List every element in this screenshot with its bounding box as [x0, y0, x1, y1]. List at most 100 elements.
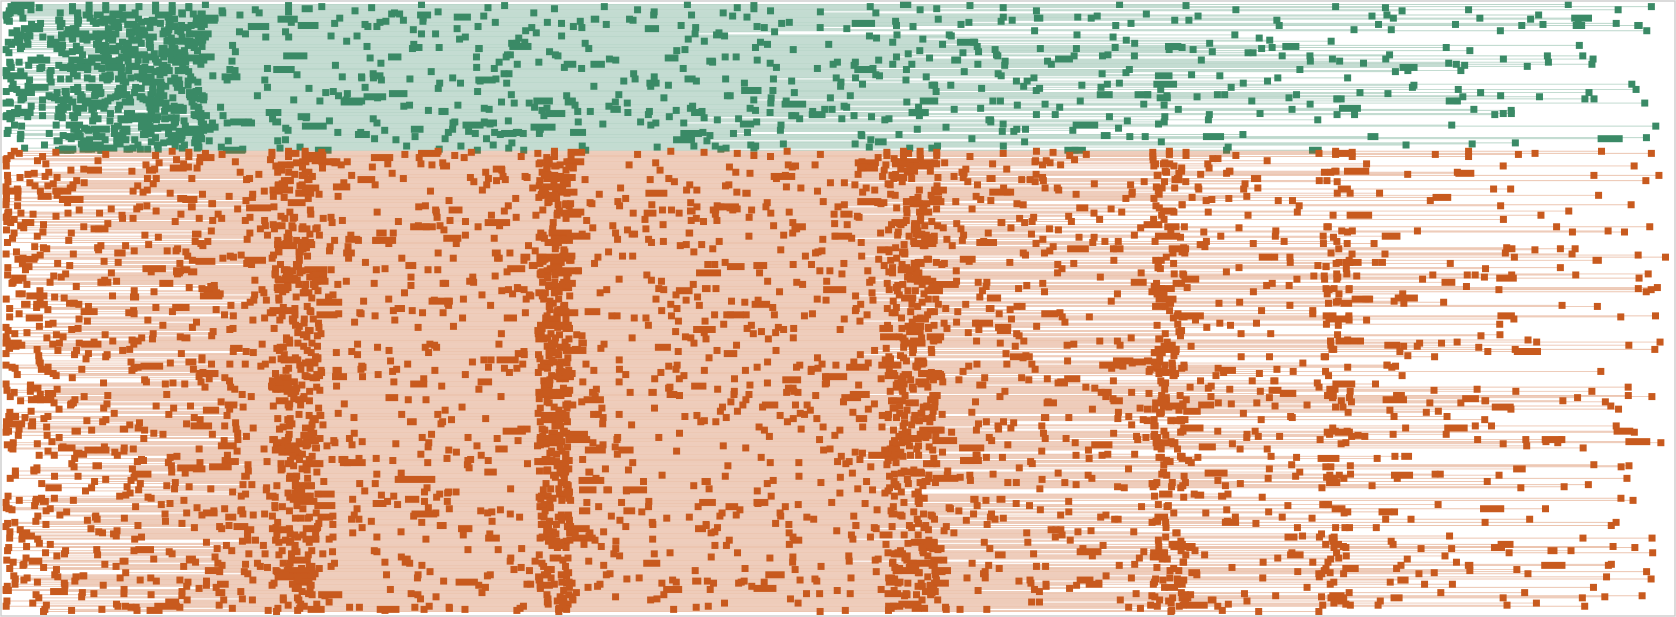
series-1-event-point	[960, 68, 968, 76]
series-2-event-point	[13, 371, 21, 379]
series-2-event-point	[220, 437, 228, 445]
series-2-event-point	[1243, 192, 1251, 200]
series-2-event-point	[205, 375, 213, 383]
series-1-event-point	[168, 2, 176, 10]
series-2-event-point	[605, 486, 613, 494]
series-2-event-point	[535, 388, 543, 396]
series-2-event-point	[17, 209, 25, 217]
series-2-event-point	[1128, 358, 1146, 366]
series-1-event-point	[732, 53, 740, 61]
series-2-event-point	[561, 248, 569, 256]
series-1-event-point	[843, 103, 851, 111]
series-1-event-point	[975, 48, 983, 56]
series-2-event-point	[1617, 463, 1625, 471]
series-1-event-point	[115, 75, 123, 83]
series-2-event-point	[623, 226, 631, 234]
series-1-event-point	[1255, 34, 1263, 42]
series-2-event-point	[930, 308, 938, 316]
series-2-event-point	[548, 229, 572, 237]
series-2-event-point	[598, 404, 606, 412]
series-2-event-point	[1274, 197, 1282, 205]
series-1-event-point	[262, 33, 270, 41]
series-2-event-point	[484, 468, 497, 476]
series-1-event-point	[172, 114, 180, 122]
series-2-event-point	[304, 474, 312, 482]
series-1-event-point	[933, 5, 941, 13]
series-2-event-point	[657, 368, 665, 376]
series-1-event-point	[540, 112, 548, 120]
series-2-event-point	[1198, 401, 1215, 409]
series-1-event-point	[147, 110, 155, 118]
series-2-event-point	[985, 305, 995, 313]
series-2-event-point	[464, 457, 472, 465]
series-2-event-point	[1028, 360, 1036, 368]
series-2-event-point	[1625, 341, 1633, 349]
series-2-event-point	[893, 383, 901, 391]
series-2-event-point	[1413, 342, 1421, 350]
series-2-event-point	[80, 308, 98, 316]
series-2-event-point	[681, 412, 689, 420]
series-2-event-point	[547, 330, 555, 338]
series-2-event-point	[509, 290, 517, 298]
series-2-event-point	[589, 439, 597, 447]
series-2-event-point	[52, 148, 60, 156]
series-2-event-point	[763, 199, 771, 207]
series-1-event-point	[772, 63, 780, 71]
series-2-event-point	[80, 223, 88, 231]
series-2-event-point	[328, 219, 336, 227]
series-2-event-point	[1568, 250, 1576, 258]
series-2-event-point	[182, 248, 190, 256]
series-1-event-point	[1275, 21, 1283, 29]
series-1-event-point	[199, 36, 207, 44]
series-2-event-point	[285, 168, 293, 176]
series-1-event-point	[850, 61, 858, 69]
series-2-event-point	[370, 279, 378, 287]
series-2-event-point	[415, 203, 423, 211]
series-2-event-point	[1593, 302, 1601, 310]
series-1-event-point	[1001, 57, 1009, 65]
series-1-event-point	[1105, 113, 1113, 121]
series-2-event-point	[701, 285, 711, 293]
series-2-event-point	[1175, 169, 1183, 177]
series-2-event-point	[578, 476, 605, 484]
series-2-event-point	[643, 271, 651, 279]
series-2-event-point	[1345, 316, 1353, 324]
series-2-event-point	[275, 397, 289, 405]
series-2-event-point	[467, 148, 475, 156]
series-2-event-point	[912, 162, 934, 170]
series-2-event-point	[1335, 245, 1343, 253]
series-2-event-point	[348, 171, 356, 179]
series-1-event-point	[382, 17, 390, 25]
series-2-event-point	[574, 267, 582, 275]
series-2-event-point	[546, 306, 554, 314]
series-2-event-point	[1108, 364, 1116, 372]
series-2-event-point	[1225, 194, 1233, 202]
series-2-event-point	[858, 252, 866, 260]
series-2-event-point	[906, 451, 914, 459]
series-1-event-point	[97, 146, 105, 154]
series-2-event-point	[307, 349, 315, 357]
series-2-event-point	[915, 186, 923, 194]
series-2-event-point	[900, 343, 908, 351]
series-2-event-point	[114, 249, 126, 257]
series-1-event-point	[93, 133, 101, 141]
series-2-event-point	[889, 297, 897, 305]
series-2-event-point	[1172, 348, 1180, 356]
series-2-event-point	[934, 222, 942, 230]
series-1-event-point	[691, 30, 699, 38]
series-2-event-point	[1236, 480, 1244, 488]
series-2-event-point	[550, 178, 558, 186]
series-2-event-point	[909, 200, 917, 208]
series-2-event-point	[514, 437, 522, 445]
series-2-event-point	[4, 178, 12, 186]
series-1-event-point	[722, 144, 730, 152]
series-2-event-point	[1402, 424, 1410, 432]
series-2-event-point	[221, 374, 229, 382]
series-2-event-point	[928, 414, 936, 422]
series-2-event-point	[550, 153, 558, 161]
series-1-event-point	[351, 7, 359, 15]
series-2-event-point	[1323, 473, 1331, 481]
series-1-event-point	[261, 76, 269, 84]
series-2-event-point	[1327, 168, 1335, 176]
series-2-event-point	[553, 211, 561, 219]
